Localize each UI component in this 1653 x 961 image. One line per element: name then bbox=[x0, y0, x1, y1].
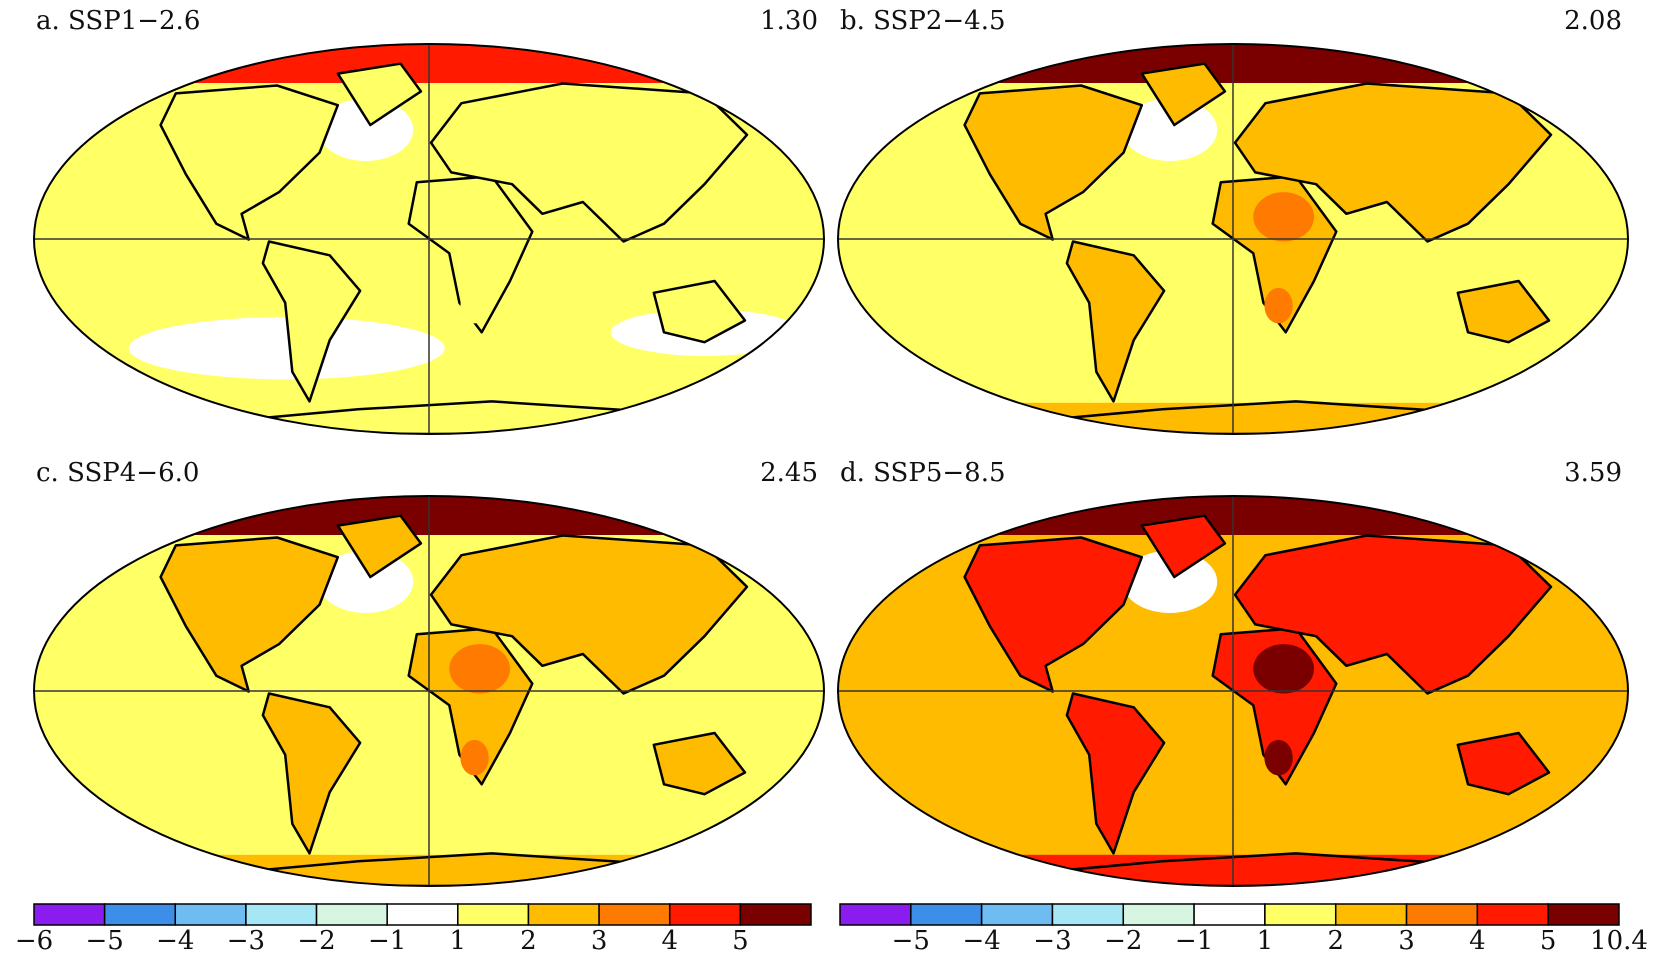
global-mean: 1.30 bbox=[760, 6, 818, 36]
land bbox=[1140, 514, 1227, 579]
colorbar-label: −2 bbox=[1104, 926, 1142, 956]
global-mean: 3.59 bbox=[1564, 458, 1622, 488]
color-box bbox=[103, 903, 177, 926]
color-box bbox=[315, 903, 388, 926]
hot-spot bbox=[449, 644, 511, 694]
colorbar-label: 10.4 bbox=[1590, 926, 1648, 956]
colorbar-label: 5 bbox=[1540, 926, 1557, 956]
colorbar-label: 1 bbox=[450, 926, 467, 956]
colorbar-label: 2 bbox=[1327, 926, 1344, 956]
colorbar-label: −5 bbox=[85, 926, 123, 956]
color-box bbox=[1051, 903, 1125, 926]
southern-ocean bbox=[932, 317, 1249, 380]
colorbar-label: 3 bbox=[591, 926, 608, 956]
map-border bbox=[837, 43, 1629, 435]
color-box bbox=[1405, 903, 1479, 926]
color-box bbox=[386, 903, 459, 926]
colorbar-label: 4 bbox=[1469, 926, 1486, 956]
land bbox=[963, 84, 1144, 241]
hot-spot bbox=[449, 192, 511, 242]
colorbar-label: −4 bbox=[156, 926, 194, 956]
global-mean: 2.08 bbox=[1564, 6, 1622, 36]
land bbox=[429, 82, 749, 243]
color-box bbox=[980, 903, 1054, 926]
map bbox=[838, 44, 1628, 434]
color-box bbox=[1264, 903, 1337, 926]
land bbox=[1456, 731, 1551, 796]
colorbar-label: −3 bbox=[227, 926, 265, 956]
land bbox=[261, 692, 362, 855]
colorbar-label: 5 bbox=[732, 926, 749, 956]
colorbar-label: −2 bbox=[297, 926, 335, 956]
colorbar-label: 3 bbox=[1398, 926, 1415, 956]
colorbar-label: −5 bbox=[892, 926, 930, 956]
land bbox=[336, 514, 423, 579]
color-box bbox=[457, 903, 530, 926]
colorbar-label: 2 bbox=[520, 926, 537, 956]
map bbox=[838, 496, 1628, 886]
colorbar-label: −1 bbox=[1175, 926, 1213, 956]
map-border bbox=[33, 43, 825, 435]
global-mean: 2.45 bbox=[760, 458, 818, 488]
panel-title: a. SSP1−2.6 bbox=[36, 6, 200, 36]
land bbox=[1456, 279, 1551, 344]
color-box bbox=[1476, 903, 1549, 926]
color-box bbox=[527, 903, 600, 926]
n-atlantic bbox=[1122, 98, 1218, 161]
southern-ocean bbox=[932, 769, 1249, 832]
land bbox=[159, 84, 340, 241]
hot-spot bbox=[1253, 644, 1315, 694]
land bbox=[652, 279, 747, 344]
color-box bbox=[839, 903, 912, 926]
colorbar-label: 4 bbox=[661, 926, 678, 956]
land bbox=[1065, 240, 1166, 403]
n-atlantic bbox=[1122, 550, 1218, 613]
land bbox=[652, 731, 747, 796]
hot-spot bbox=[460, 287, 489, 324]
map bbox=[34, 44, 824, 434]
land bbox=[336, 62, 423, 127]
color-box bbox=[1547, 903, 1620, 926]
color-box bbox=[33, 903, 106, 926]
southern-ocean bbox=[128, 317, 445, 380]
land bbox=[159, 536, 340, 693]
colorbar-label: 1 bbox=[1257, 926, 1274, 956]
color-box bbox=[1122, 903, 1195, 926]
land bbox=[1065, 692, 1166, 855]
colorbar-label: −6 bbox=[15, 926, 53, 956]
color-box bbox=[174, 903, 247, 926]
land bbox=[261, 240, 362, 403]
hot-spot bbox=[1264, 739, 1293, 776]
colorbar-label: −4 bbox=[962, 926, 1000, 956]
land bbox=[963, 536, 1144, 693]
map-border bbox=[33, 495, 825, 887]
color-box bbox=[245, 903, 318, 926]
hot-spot bbox=[460, 739, 489, 776]
southern-ocean bbox=[128, 769, 445, 832]
land bbox=[429, 534, 749, 695]
panel-title: c. SSP4−6.0 bbox=[36, 458, 199, 488]
land bbox=[1140, 62, 1227, 127]
map-border bbox=[837, 495, 1629, 887]
n-atlantic bbox=[318, 98, 414, 161]
color-box bbox=[1334, 903, 1408, 926]
panel-title: b. SSP2−4.5 bbox=[840, 6, 1006, 36]
map bbox=[34, 496, 824, 886]
panel-title: d. SSP5−8.5 bbox=[840, 458, 1006, 488]
color-box bbox=[598, 903, 671, 926]
hot-spot bbox=[1264, 287, 1293, 324]
colorbar-label: −1 bbox=[368, 926, 406, 956]
land bbox=[1233, 82, 1553, 243]
land bbox=[1233, 534, 1553, 695]
color-box bbox=[668, 903, 742, 926]
color-box bbox=[1193, 903, 1266, 926]
colorbar-label: −3 bbox=[1033, 926, 1071, 956]
color-box bbox=[739, 903, 812, 926]
hot-spot bbox=[1253, 192, 1315, 242]
n-atlantic bbox=[318, 550, 414, 613]
color-box bbox=[910, 903, 983, 926]
